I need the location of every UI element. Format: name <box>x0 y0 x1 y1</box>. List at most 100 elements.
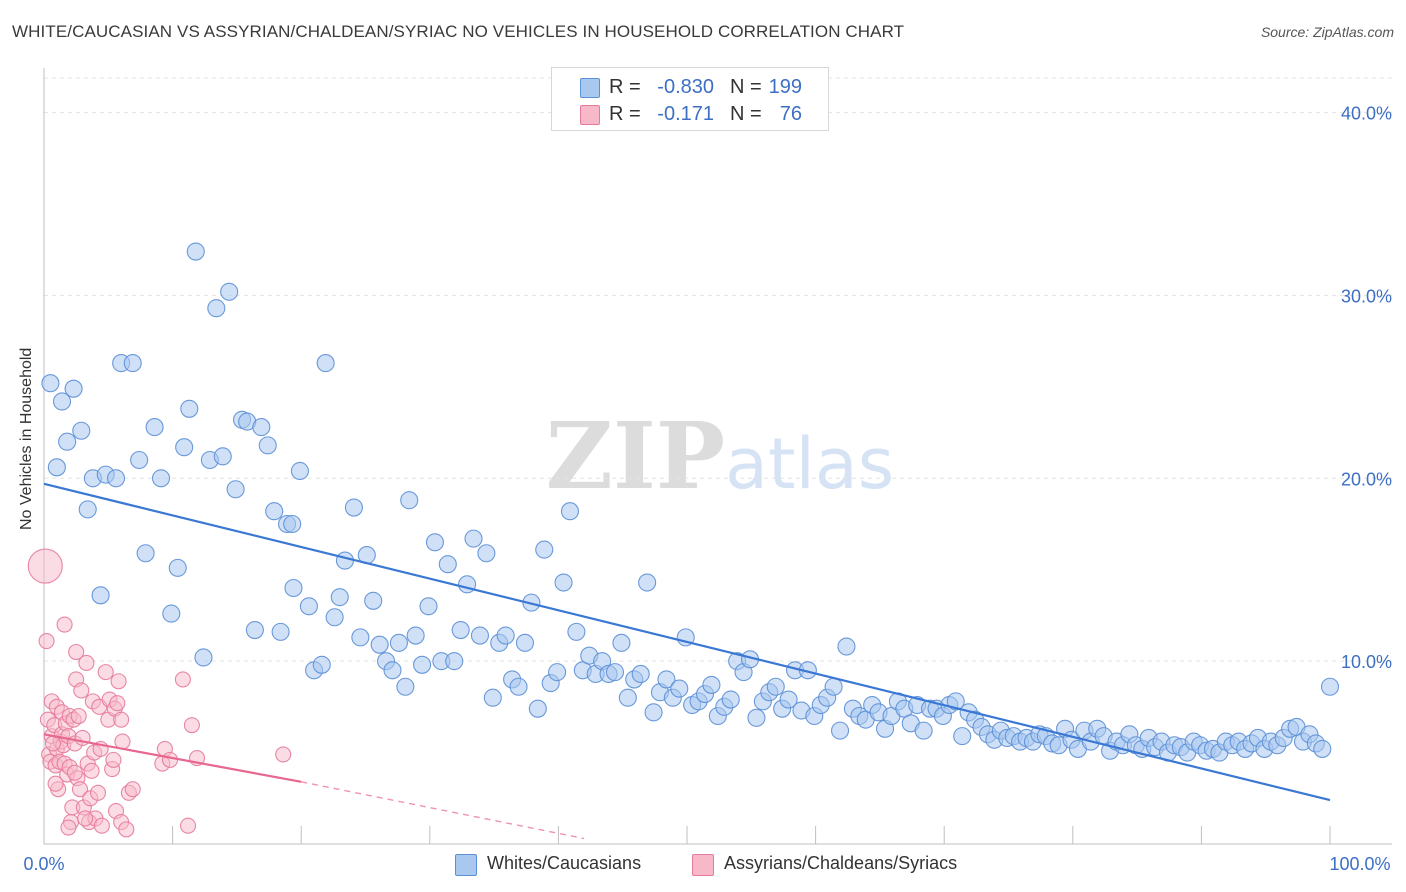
whites-swatch <box>580 78 600 98</box>
r-label: R = <box>609 103 641 125</box>
whites-point <box>207 299 226 318</box>
stats-box: R = -0.830 N = 199 R = -0.171 N = 76 <box>551 67 829 131</box>
whites-point <box>953 727 972 746</box>
n-label: N = <box>730 76 762 98</box>
whites-point <box>766 677 785 696</box>
whites-point <box>78 500 97 519</box>
whites-point <box>213 447 232 466</box>
whites-point <box>438 555 457 574</box>
assyrians-point <box>93 817 110 834</box>
whites-point <box>644 703 663 722</box>
assyrians-point <box>73 682 90 699</box>
whites-point <box>470 626 490 645</box>
y-tick-label: 40.0% <box>1341 104 1392 124</box>
whites-point <box>1313 739 1332 758</box>
whites-point <box>567 622 586 641</box>
whites-point <box>1320 677 1340 696</box>
whites-point <box>638 573 657 592</box>
whites-point <box>41 374 60 393</box>
y-tick-label: 20.0% <box>1341 469 1392 489</box>
assyrians-point <box>97 664 114 681</box>
whites-point <box>383 661 402 680</box>
assyrians-point <box>47 775 64 792</box>
y-tick-label: 30.0% <box>1341 286 1392 306</box>
whites-point <box>515 633 535 652</box>
whites-point <box>400 491 419 510</box>
n-value: 76 <box>779 103 802 125</box>
whites-point <box>330 588 349 607</box>
stats-row-assyrians: R = -0.171 N = 76 <box>552 101 828 127</box>
whites-point <box>220 282 239 301</box>
whites-point <box>335 551 354 570</box>
whites-point <box>509 677 528 696</box>
whites-point <box>364 591 383 610</box>
assyrians-point <box>275 746 292 763</box>
whites-point <box>548 663 567 682</box>
assyrians-point <box>110 673 127 690</box>
assyrians-point <box>66 764 83 781</box>
whites-point <box>618 688 637 707</box>
whites-point <box>496 626 515 645</box>
whites-point <box>396 677 415 696</box>
whites-point <box>271 622 290 641</box>
assyrians-point <box>44 735 62 752</box>
assyrians-point <box>179 817 197 834</box>
assyrians-point <box>78 654 95 672</box>
whites-point <box>226 480 245 499</box>
assyrians-point <box>70 707 87 725</box>
whites-point <box>312 655 331 674</box>
whites-point <box>258 436 277 455</box>
whites-trendline <box>43 482 1331 802</box>
assyrians-point <box>109 695 126 712</box>
assyrians-swatch <box>580 105 600 125</box>
y-axis-label: No Vehicles in Household <box>18 347 35 530</box>
assyrians-point <box>118 821 135 838</box>
whites-point <box>194 648 213 667</box>
whites-point <box>425 533 444 552</box>
whites-point <box>657 670 676 689</box>
x-tick-label: 0.0% <box>23 854 64 874</box>
assyrians-legend-swatch <box>692 854 714 876</box>
legend-label: Whites/Caucasians <box>487 853 642 873</box>
whites-point <box>612 633 631 652</box>
whites-point <box>528 699 547 718</box>
whites-point <box>370 635 389 654</box>
assyrians-point <box>83 762 100 779</box>
r-value: -0.830 <box>657 76 714 98</box>
whites-point <box>245 621 264 640</box>
whites-point <box>175 438 194 457</box>
whites-point <box>670 679 689 698</box>
chart-title: WHITE/CAUCASIAN VS ASSYRIAN/CHALDEAN/SYR… <box>12 22 905 41</box>
whites-point <box>464 529 483 548</box>
assyrians-point <box>161 751 179 768</box>
whites-point <box>123 354 142 373</box>
assyrians-point <box>124 781 141 798</box>
assyrians-trendline <box>43 733 302 783</box>
whites-point <box>325 608 344 627</box>
whites-point <box>344 498 363 517</box>
whites-point <box>554 573 573 592</box>
whites-point <box>130 450 149 470</box>
whites-point <box>186 242 205 261</box>
whites-point <box>605 663 625 682</box>
watermark: ZIPatlas <box>546 402 895 510</box>
whites-point <box>52 392 72 411</box>
whites-point <box>162 604 181 623</box>
whites-point <box>445 652 464 671</box>
n-value: 199 <box>768 76 802 98</box>
whites-point <box>284 578 303 598</box>
whites-point <box>299 597 318 616</box>
whites-point <box>151 469 171 488</box>
whites-point <box>58 432 77 451</box>
whites-point <box>914 721 933 740</box>
whites-point <box>477 544 496 563</box>
whites-point <box>837 637 856 656</box>
whites-point <box>290 461 309 481</box>
whites-point <box>779 690 798 709</box>
whites-point <box>106 469 126 488</box>
r-label: R = <box>609 76 641 98</box>
whites-point <box>145 418 164 437</box>
whites-point <box>721 690 740 709</box>
assyrians-point <box>71 781 89 798</box>
